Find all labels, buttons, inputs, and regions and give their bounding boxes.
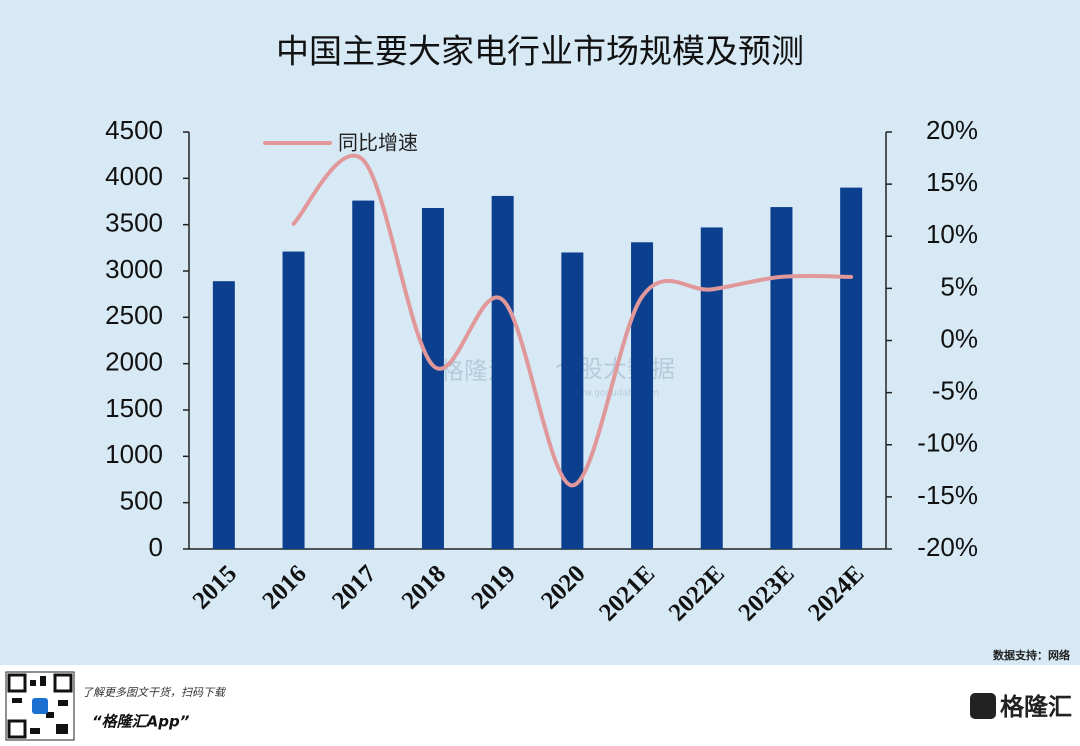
- y-tick-label: 500: [120, 486, 163, 516]
- footer-background: [0, 665, 1080, 746]
- y2-tick-label: 5%: [940, 271, 978, 301]
- y-tick-label: 1000: [105, 439, 163, 469]
- qr-code: [5, 671, 75, 741]
- bar: [491, 195, 514, 549]
- promo-text: 了解更多图文干货，扫码下载: [82, 686, 227, 699]
- y-tick-label: 4500: [105, 115, 163, 145]
- watermark: www.gogudata.com: [570, 389, 659, 399]
- y2-tick-label: 0%: [940, 323, 978, 353]
- line: [291, 153, 854, 488]
- bar: [282, 251, 305, 550]
- bar: [840, 187, 863, 549]
- y-tick-label: 3500: [105, 208, 163, 238]
- y-tick-label: 1500: [105, 393, 163, 423]
- y2-tick-label: -5%: [932, 376, 978, 406]
- y2-tick-label: -15%: [917, 480, 978, 510]
- chart-background: [0, 0, 1080, 665]
- logo-icon: [970, 693, 996, 719]
- bar: [212, 281, 235, 549]
- y-tick-label: 3000: [105, 254, 163, 284]
- source: 数据支持：网络: [993, 648, 1070, 662]
- bar: [421, 207, 444, 549]
- y-tick-label: 2500: [105, 300, 163, 330]
- y2-tick-label: -10%: [917, 428, 978, 458]
- bar: [700, 227, 723, 550]
- y-tick-label: 4000: [105, 161, 163, 191]
- bar: [631, 242, 654, 550]
- y-tick-label: 0: [149, 532, 163, 562]
- chart-title: 中国主要大家电行业市场规模及预测: [276, 32, 804, 71]
- app-name: “格隆汇App”: [92, 713, 190, 731]
- logo-text: 格隆汇: [1000, 693, 1072, 721]
- bar: [770, 207, 793, 549]
- y2-tick-label: 20%: [926, 115, 978, 145]
- y-tick-label: 2000: [105, 347, 163, 377]
- y2-tick-label: 10%: [926, 219, 978, 249]
- y2-tick-label: -20%: [917, 532, 978, 562]
- bar: [561, 252, 584, 549]
- legend-label: 同比增速: [338, 131, 418, 155]
- y2-tick-label: 15%: [926, 167, 978, 197]
- bar: [352, 200, 375, 549]
